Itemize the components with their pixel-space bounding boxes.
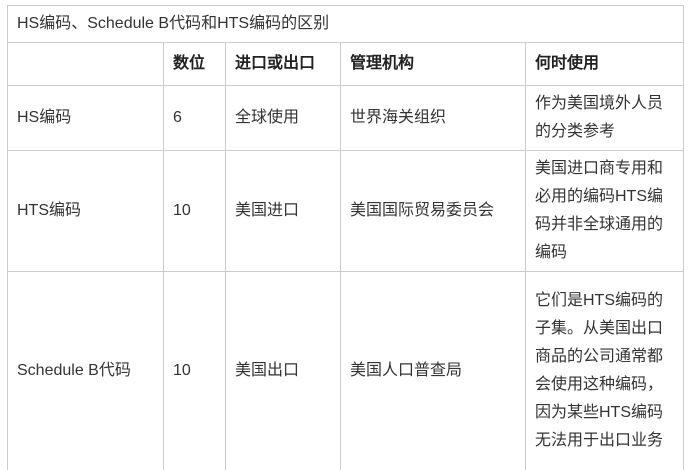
cell-import-export: 美国出口: [225, 271, 341, 470]
header-cell-name: [7, 42, 164, 86]
header-cell-agency: 管理机构: [340, 42, 526, 86]
header-cell-import-export: 进口或出口: [225, 42, 341, 86]
cell-digits: 10: [163, 150, 226, 272]
cell-when-to-use: 美国进口商专用和必用的编码HTS编码并非全球通用的编码: [524, 150, 685, 272]
cell-when-to-use: 它们是HTS编码的子集。从美国出口商品的公司通常都会使用这种编码，因为某些HTS…: [524, 271, 685, 470]
cell-name: HS编码: [7, 85, 164, 151]
cell-name: HTS编码: [7, 150, 164, 272]
comparison-table: HS编码、Schedule B代码和HTS编码的区别 数位 进口或出口 管理机构…: [6, 5, 685, 470]
cell-when-to-use: 作为美国境外人员的分类参考: [524, 85, 685, 151]
cell-import-export: 美国进口: [225, 150, 341, 272]
cell-agency: 美国人口普查局: [340, 271, 526, 470]
cell-digits: 6: [163, 85, 226, 151]
cell-name: Schedule B代码: [7, 271, 164, 470]
table-row-hs-code: HS编码 6 全球使用 世界海关组织 作为美国境外人员的分类参考: [7, 85, 685, 151]
cell-digits: 10: [163, 271, 226, 470]
header-row: 数位 进口或出口 管理机构 何时使用: [7, 42, 685, 86]
title-row: HS编码、Schedule B代码和HTS编码的区别: [6, 5, 685, 43]
table-row-hts-code: HTS编码 10 美国进口 美国国际贸易委员会 美国进口商专用和必用的编码HTS…: [7, 150, 685, 272]
cell-agency: 美国国际贸易委员会: [340, 150, 526, 272]
table-row-schedule-b-code: Schedule B代码 10 美国出口 美国人口普查局 它们是HTS编码的子集…: [7, 271, 685, 470]
cell-import-export: 全球使用: [225, 85, 341, 151]
table-title: HS编码、Schedule B代码和HTS编码的区别: [6, 5, 685, 43]
header-cell-digits: 数位: [163, 42, 226, 86]
cell-agency: 世界海关组织: [340, 85, 526, 151]
header-cell-when-to-use: 何时使用: [524, 42, 685, 86]
